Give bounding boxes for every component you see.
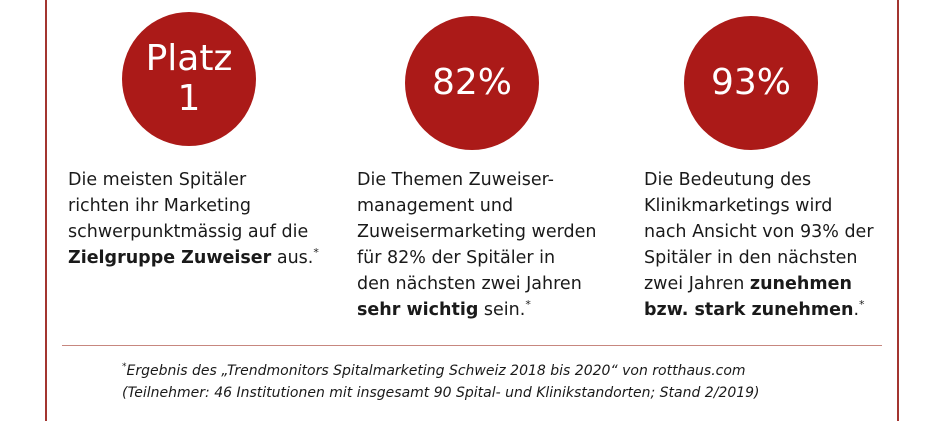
stat-circle-93: 93% <box>684 16 818 150</box>
desc-line: Die Bedeutung des <box>644 170 812 190</box>
asterisk-marker: * <box>525 298 531 311</box>
footnote-line-1: *Ergebnis des „Trendmonitors Spitalmarke… <box>122 360 760 382</box>
circle-rank-label: Platz <box>145 38 233 79</box>
desc-line: Spitäler in den nächsten <box>644 248 858 268</box>
stat-circle-rank: Platz 1 <box>122 12 256 146</box>
circle-value-93: 93% <box>710 62 791 103</box>
footnote-marker: * <box>122 362 127 372</box>
desc-bold: zunehmen <box>749 274 852 294</box>
desc-tail: aus. <box>271 248 314 268</box>
desc-line-emphasis: Zielgruppe Zuweiser aus.* <box>68 245 319 271</box>
circle-rank-number: 1 <box>177 78 201 119</box>
desc-line-emphasis: sehr wichtig sein.* <box>357 297 596 323</box>
desc-bold: Zielgruppe Zuweiser <box>68 248 272 268</box>
desc-line: nach Ansicht von 93% der <box>644 222 874 242</box>
footnote-line-2: (Teilnehmer: 46 Institutionen mit insges… <box>122 385 760 401</box>
stat-description-rank: Die meisten Spitäler richten ihr Marketi… <box>68 167 319 271</box>
desc-line-emphasis: bzw. stark zunehmen.* <box>644 297 874 323</box>
footnote-text-1: Ergebnis des „Trendmonitors Spitalmarket… <box>126 363 746 379</box>
asterisk-marker: * <box>313 246 319 259</box>
desc-line: Die Themen Zuweiser- <box>357 170 554 190</box>
footnote-divider <box>62 345 882 346</box>
desc-line: für 82% der Spitäler in <box>357 248 556 268</box>
desc-line: management und <box>357 196 514 216</box>
desc-line: Die meisten Spitäler <box>68 170 247 190</box>
desc-tail: . <box>853 300 860 320</box>
desc-tail: sein. <box>478 300 526 320</box>
desc-plain: zwei Jahren <box>644 274 750 294</box>
desc-bold: sehr wichtig <box>357 300 479 320</box>
stat-description-82: Die Themen Zuweiser- management und Zuwe… <box>357 167 596 323</box>
desc-line: Zuweisermarketing werden <box>357 222 597 242</box>
stat-description-93: Die Bedeutung des Klinikmarketings wird … <box>644 167 874 323</box>
stat-circle-82: 82% <box>405 16 539 150</box>
desc-line: den nächsten zwei Jahren <box>357 274 582 294</box>
desc-line: schwerpunktmässig auf die <box>68 222 309 242</box>
desc-line: richten ihr Marketing <box>68 196 251 216</box>
desc-line: Klinikmarketings wird <box>644 196 833 216</box>
footnote: *Ergebnis des „Trendmonitors Spitalmarke… <box>122 360 760 404</box>
circle-value-82: 82% <box>431 62 512 103</box>
desc-line-mixed: zwei Jahren zunehmen <box>644 271 874 297</box>
asterisk-marker: * <box>859 298 865 311</box>
infographic-frame <box>45 0 899 421</box>
desc-bold: bzw. stark zunehmen <box>644 300 854 320</box>
